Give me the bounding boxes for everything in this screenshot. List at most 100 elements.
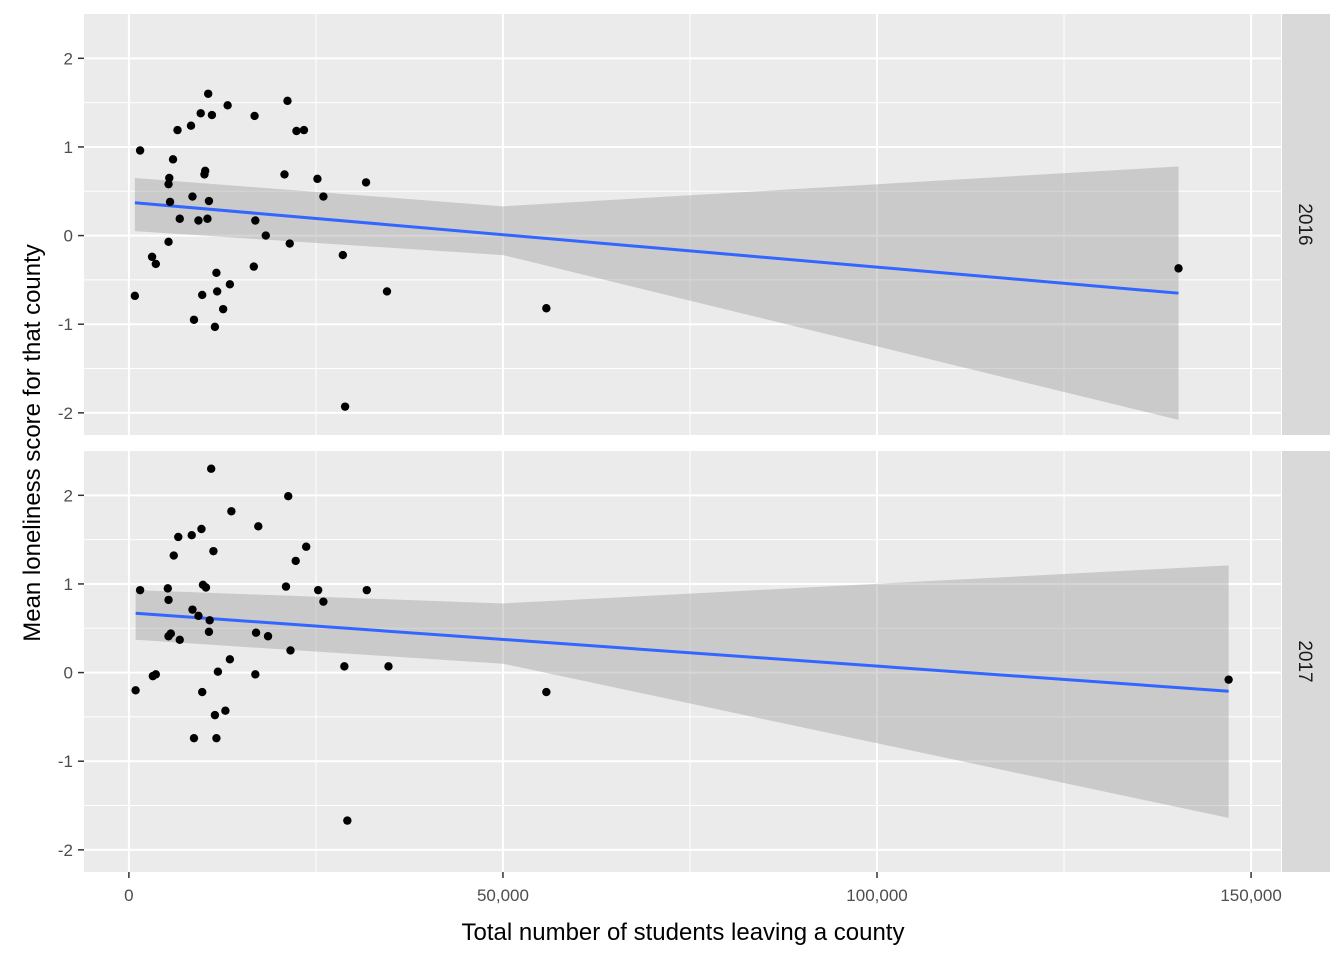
data-point (299, 125, 309, 135)
data-point (194, 216, 203, 225)
data-point (210, 322, 220, 332)
data-point (338, 250, 348, 260)
data-point (198, 290, 207, 300)
y-tick-label: 1 (64, 138, 73, 157)
facet-panel-2017: -2 -1 0 1 2 2017 (58, 451, 1330, 872)
data-point (223, 101, 232, 110)
data-point (196, 109, 205, 118)
data-point (250, 111, 259, 121)
facet-strip-label: 2017 (1294, 640, 1315, 682)
x-tick-label: 100,000 (846, 886, 907, 905)
data-point (212, 733, 221, 743)
regression-line (135, 611, 1229, 693)
data-point (384, 662, 393, 671)
data-point (319, 597, 328, 606)
data-point (205, 616, 214, 625)
data-point (284, 492, 293, 501)
data-point (286, 646, 295, 655)
data-point (164, 179, 173, 189)
x-tick-label: 0 (124, 886, 133, 905)
data-point (225, 655, 235, 664)
data-point (261, 231, 270, 240)
data-point (212, 287, 222, 296)
data-point (164, 237, 173, 246)
data-point (165, 173, 174, 183)
data-point (362, 585, 371, 595)
panel-background (84, 451, 1281, 872)
x-axis-title: Total number of students leaving a count… (462, 919, 905, 946)
facet-strip-label: 2016 (1294, 203, 1315, 245)
data-point (166, 629, 175, 638)
data-point (263, 632, 273, 641)
data-point (292, 126, 301, 136)
data-point (165, 197, 175, 207)
data-point (201, 583, 211, 592)
data-point (209, 546, 218, 556)
data-point (169, 551, 178, 560)
y-tick-label: 0 (64, 664, 73, 683)
data-point (251, 216, 260, 225)
data-point (210, 710, 220, 720)
data-point (225, 280, 235, 289)
facet-strip (1282, 451, 1330, 872)
data-point (168, 155, 178, 164)
data-point (213, 667, 223, 676)
data-point (164, 595, 173, 605)
x-tick-label: 50,000 (477, 886, 529, 905)
data-point (542, 687, 551, 697)
facet-panels: -2 -1 0 1 2 2016 -2 -1 0 1 2 2017 (58, 14, 1330, 872)
data-point (175, 635, 184, 644)
data-point (301, 542, 311, 551)
data-point (285, 239, 294, 248)
data-point (203, 214, 212, 223)
data-point (135, 585, 145, 595)
y-tick-label: -1 (58, 752, 73, 771)
data-point (194, 611, 203, 621)
y-tick-label: 0 (64, 227, 73, 246)
x-axis: 0 50,000 100,000 150,000 (124, 872, 1282, 905)
data-point (131, 686, 140, 695)
data-point (291, 556, 300, 566)
data-point (212, 268, 221, 278)
data-point (204, 627, 214, 637)
data-point (151, 259, 161, 269)
data-point (186, 121, 196, 130)
data-point (200, 166, 210, 176)
data-point (340, 402, 350, 411)
data-point (173, 125, 182, 135)
y-tick-label: 1 (64, 575, 73, 594)
data-point (218, 304, 228, 314)
facet-panel-2016: -2 -1 0 1 2 2016 (58, 14, 1330, 435)
data-point (206, 464, 216, 473)
data-point (197, 524, 206, 534)
data-point (135, 146, 145, 155)
data-point (340, 662, 349, 671)
confidence-band (135, 565, 1229, 818)
data-point (188, 192, 197, 201)
x-tick-label: 150,000 (1220, 886, 1281, 905)
data-point (189, 733, 199, 743)
y-tick-label: 2 (64, 49, 73, 68)
data-point (283, 96, 292, 106)
data-point (151, 670, 161, 679)
data-point (147, 252, 157, 262)
data-point (313, 585, 323, 595)
data-point (343, 816, 352, 825)
data-point (249, 262, 259, 271)
panel-background (84, 14, 1281, 435)
regression-line (134, 201, 1179, 295)
data-point (174, 532, 183, 542)
y-tick-label: -2 (58, 841, 73, 860)
data-point (382, 287, 392, 296)
y-tick-label: -1 (58, 315, 73, 334)
data-point (254, 522, 263, 531)
data-point (187, 531, 196, 540)
data-point (227, 507, 236, 516)
data-point (319, 192, 328, 201)
data-point (251, 628, 261, 637)
data-point (203, 89, 213, 98)
data-point (542, 304, 551, 313)
data-point (251, 670, 260, 679)
data-point (361, 178, 371, 187)
